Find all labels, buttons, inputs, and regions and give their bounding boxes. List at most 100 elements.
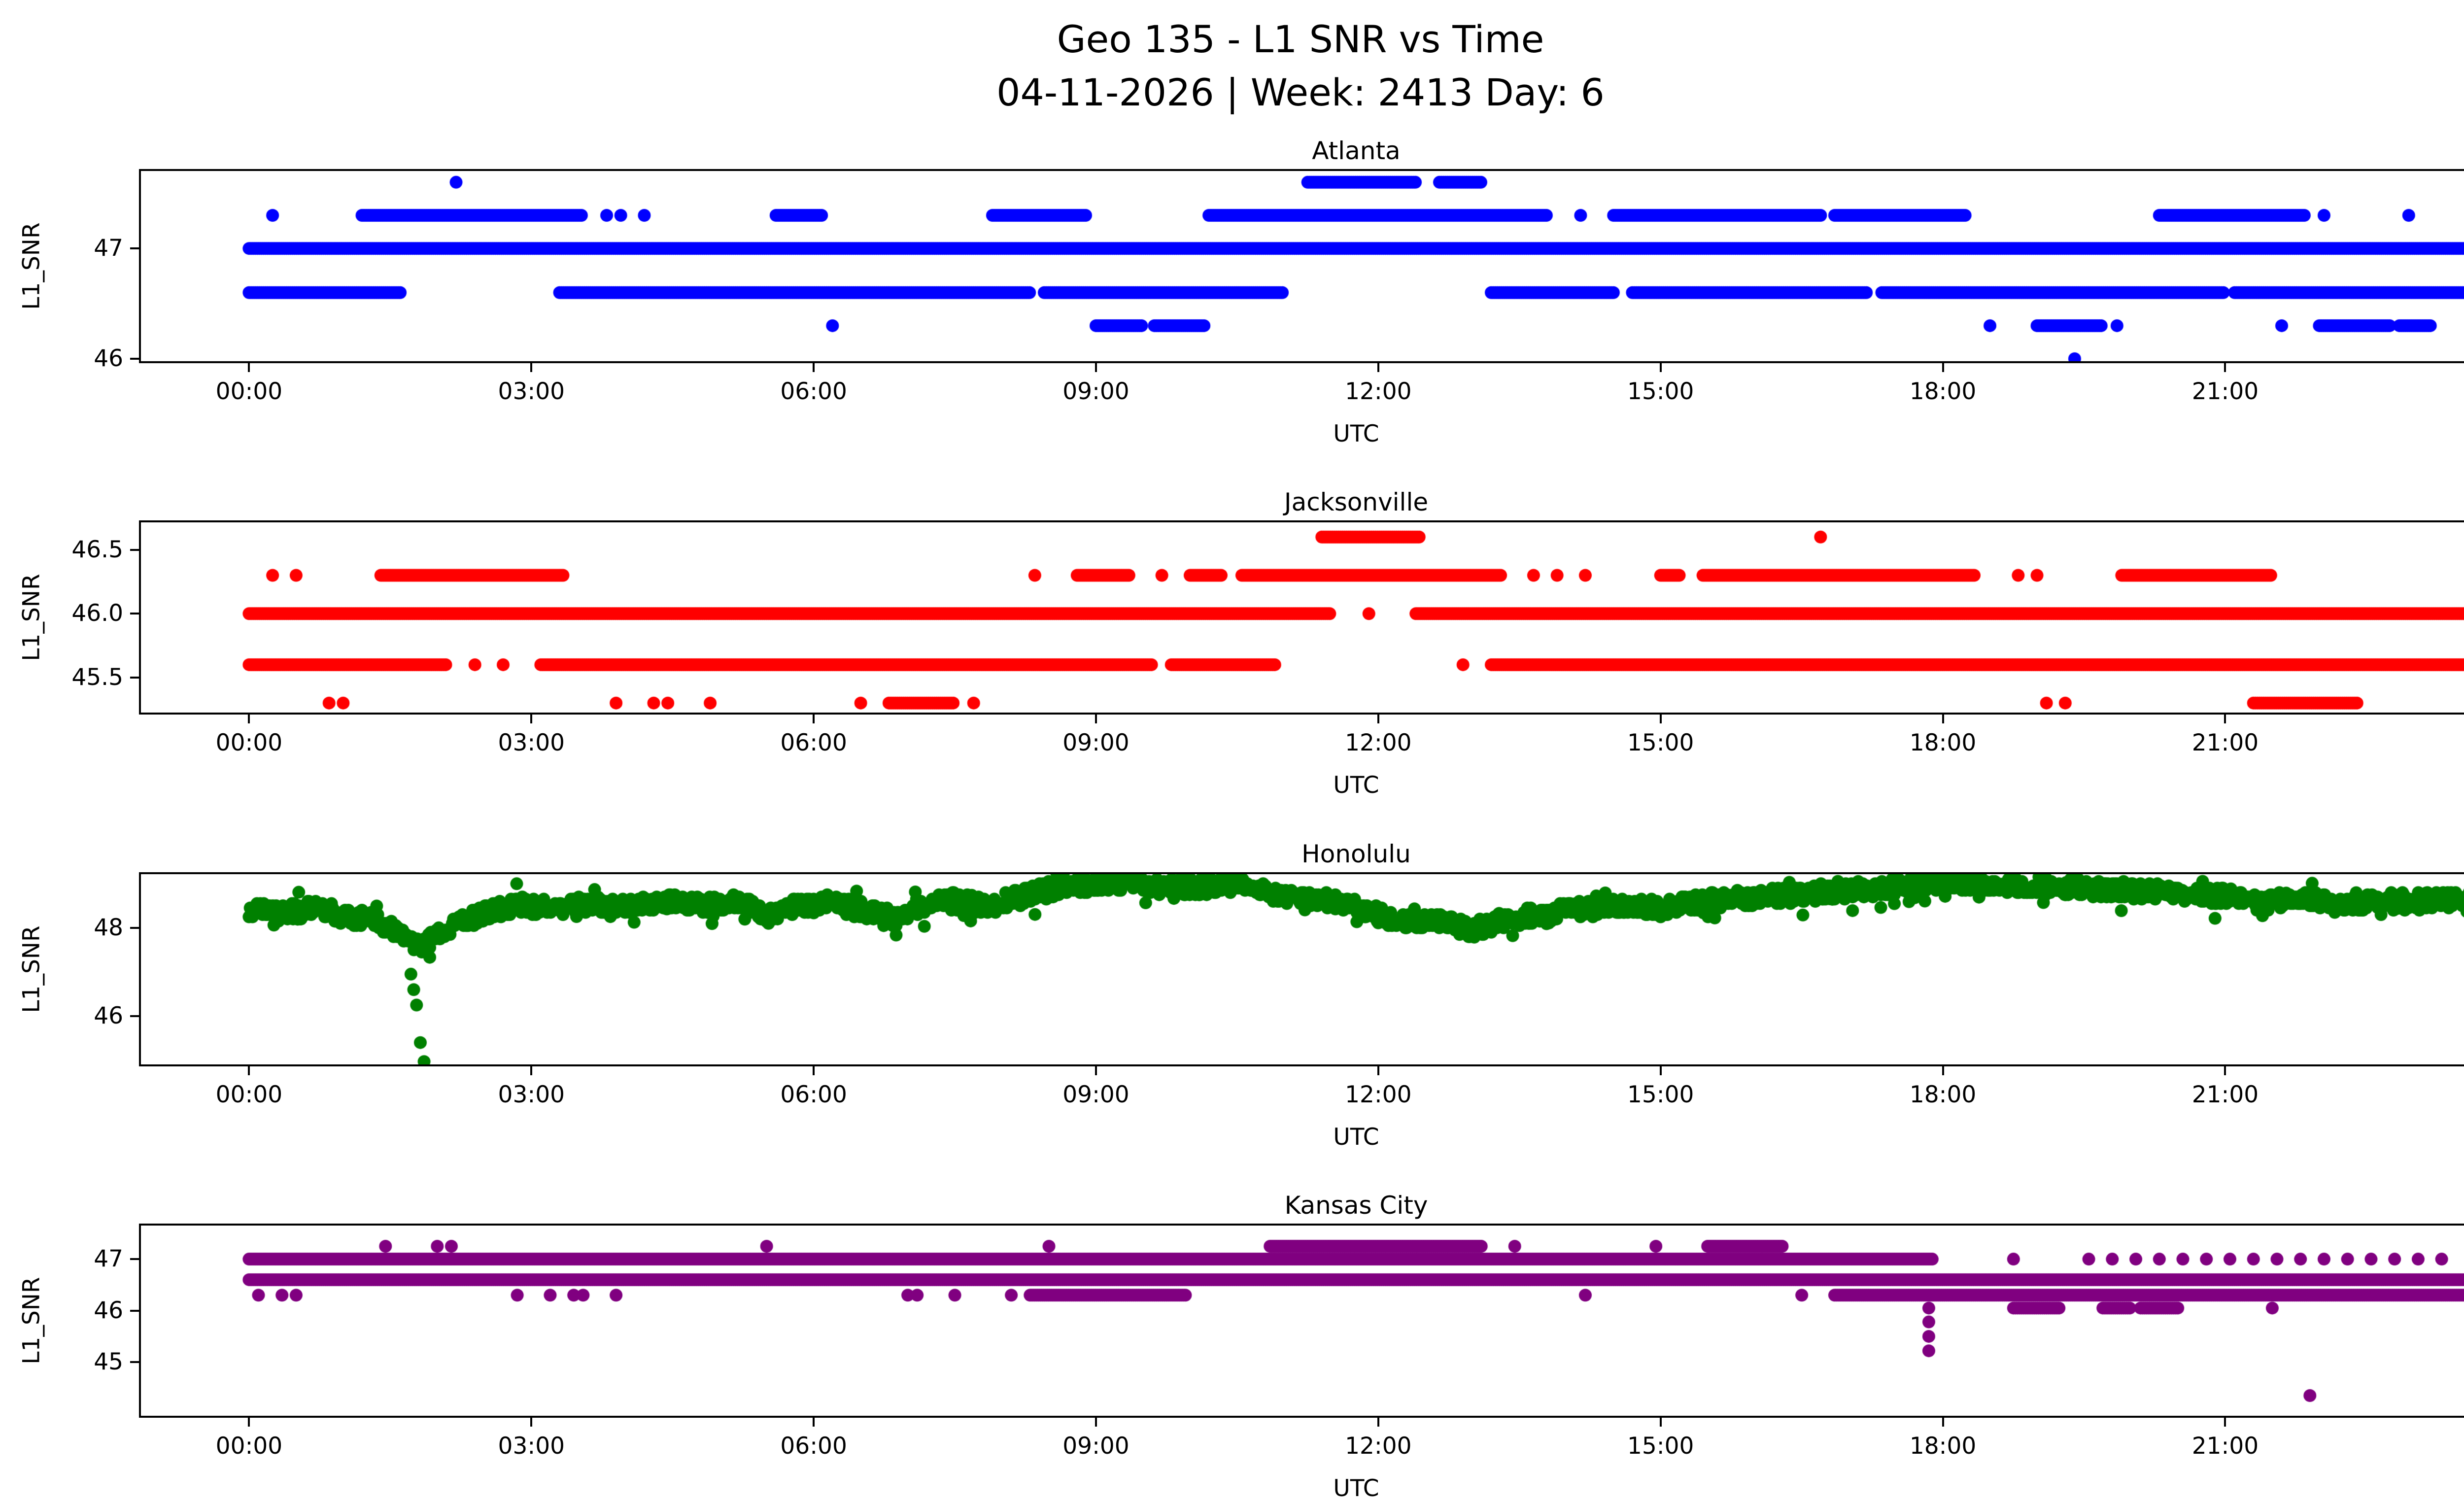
x-tick-label: 06:00 (780, 1081, 847, 1108)
x-tick-label: 00:00 (215, 378, 283, 405)
x-tick-label: 00:00 (2433, 378, 2464, 405)
x-tick-mark (813, 1066, 815, 1075)
y-tick-mark (130, 1309, 139, 1312)
x-axis-label-atlanta: UTC (1333, 420, 1379, 447)
x-tick-mark (1659, 363, 1662, 372)
x-tick-label: 18:00 (1909, 1433, 1977, 1460)
x-tick-label: 00:00 (2433, 1433, 2464, 1460)
y-tick-mark (130, 548, 139, 551)
x-tick-label: 00:00 (215, 1081, 283, 1108)
y-tick-mark (130, 926, 139, 929)
figure-title-line2: 04-11-2026 | Week: 2413 Day: 6 (996, 70, 1605, 114)
x-tick-label: 12:00 (1345, 378, 1412, 405)
plot-box-jacksonville (139, 520, 2464, 715)
scatter-canvas-honolulu (141, 874, 2464, 1064)
y-tick-label: 46.0 (71, 600, 123, 627)
y-tick-label: 47 (94, 235, 123, 262)
x-tick-mark (1942, 363, 1944, 372)
y-tick-label: 45 (94, 1348, 123, 1376)
x-tick-mark (248, 1418, 250, 1427)
y-tick-mark (130, 358, 139, 360)
x-tick-label: 00:00 (2433, 729, 2464, 756)
y-tick-label: 48 (94, 914, 123, 941)
x-tick-mark (2224, 715, 2226, 723)
y-tick-label: 47 (94, 1245, 123, 1273)
x-tick-mark (1942, 1066, 1944, 1075)
x-tick-mark (530, 1418, 533, 1427)
subplot-atlanta: Atlanta L1_SNR 46 47 00:00 03:00 06:00 09:00 1… (0, 137, 2464, 447)
x-tick-label: 21:00 (2191, 1081, 2259, 1108)
x-tick-label: 21:00 (2191, 1433, 2259, 1460)
y-tick-mark (130, 1015, 139, 1017)
x-tick-mark (813, 363, 815, 372)
x-tick-mark (1095, 715, 1097, 723)
x-tick-label: 09:00 (1062, 1433, 1129, 1460)
x-tick-label: 18:00 (1909, 729, 1977, 756)
x-tick-mark (813, 1418, 815, 1427)
y-tick-label: 46 (94, 1297, 123, 1324)
subplot-title-jacksonville: Jacksonville (1284, 488, 1429, 516)
x-tick-mark (1377, 1066, 1379, 1075)
y-tick-label: 46.5 (71, 536, 123, 563)
x-tick-mark (1095, 1418, 1097, 1427)
x-axis-label-honolulu: UTC (1333, 1124, 1379, 1151)
x-tick-label: 18:00 (1909, 378, 1977, 405)
x-tick-mark (1377, 1418, 1379, 1427)
subplot-title-honolulu: Honolulu (1301, 840, 1411, 868)
x-tick-label: 12:00 (1345, 1433, 1412, 1460)
x-tick-mark (248, 363, 250, 372)
x-tick-mark (1659, 1066, 1662, 1075)
x-axis-label-jacksonville: UTC (1333, 772, 1379, 799)
subplot-jacksonville: Jacksonville L1_SNR 46.5 46.0 45.5 00:00 03:… (0, 488, 2464, 799)
y-tick-mark (130, 247, 139, 250)
y-tick-mark (130, 1258, 139, 1261)
x-tick-mark (1377, 363, 1379, 372)
x-tick-mark (248, 1066, 250, 1075)
x-tick-label: 15:00 (1627, 1433, 1694, 1460)
y-tick-label: 46 (94, 1002, 123, 1029)
subplot-title-kansas-city: Kansas City (1284, 1191, 1428, 1220)
y-tick-label: 45.5 (71, 663, 123, 691)
x-tick-mark (1942, 715, 1944, 723)
x-tick-label: 15:00 (1627, 729, 1694, 756)
x-tick-label: 21:00 (2191, 729, 2259, 756)
x-tick-mark (1377, 715, 1379, 723)
x-tick-label: 06:00 (780, 729, 847, 756)
x-tick-label: 15:00 (1627, 378, 1694, 405)
x-tick-label: 12:00 (1345, 1081, 1412, 1108)
x-tick-mark (248, 715, 250, 723)
figure-title-line1: Geo 135 - L1 SNR vs Time (1057, 17, 1544, 61)
x-tick-label: 03:00 (498, 378, 565, 405)
subplot-title-atlanta: Atlanta (1312, 137, 1401, 165)
x-tick-mark (2224, 363, 2226, 372)
x-tick-mark (813, 715, 815, 723)
y-tick-label: 46 (94, 345, 123, 373)
scatter-canvas-kansas-city (141, 1226, 2464, 1416)
x-tick-label: 15:00 (1627, 1081, 1694, 1108)
x-tick-label: 06:00 (780, 1433, 847, 1460)
subplot-honolulu: Honolulu L1_SNR 48 46 00:00 03:00 06:00 09:00… (0, 840, 2464, 1151)
y-tick-mark (130, 676, 139, 679)
x-tick-label: 03:00 (498, 1081, 565, 1108)
x-tick-mark (2224, 1418, 2226, 1427)
x-tick-label: 18:00 (1909, 1081, 1977, 1108)
y-tick-mark (130, 1361, 139, 1364)
plot-box-kansas-city (139, 1224, 2464, 1418)
x-tick-mark (2224, 1066, 2226, 1075)
x-axis-label-kansas-city: UTC (1333, 1475, 1379, 1502)
plot-box-atlanta (139, 169, 2464, 363)
x-tick-label: 03:00 (498, 729, 565, 756)
x-tick-label: 21:00 (2191, 378, 2259, 405)
x-tick-mark (1659, 1418, 1662, 1427)
x-tick-label: 03:00 (498, 1433, 565, 1460)
x-tick-label: 09:00 (1062, 378, 1129, 405)
x-tick-label: 09:00 (1062, 729, 1129, 756)
scatter-canvas-atlanta (141, 171, 2464, 361)
scatter-canvas-jacksonville (141, 522, 2464, 713)
x-tick-label: 09:00 (1062, 1081, 1129, 1108)
x-tick-label: 00:00 (215, 1433, 283, 1460)
x-tick-label: 06:00 (780, 378, 847, 405)
plot-box-honolulu (139, 872, 2464, 1066)
x-tick-mark (530, 715, 533, 723)
